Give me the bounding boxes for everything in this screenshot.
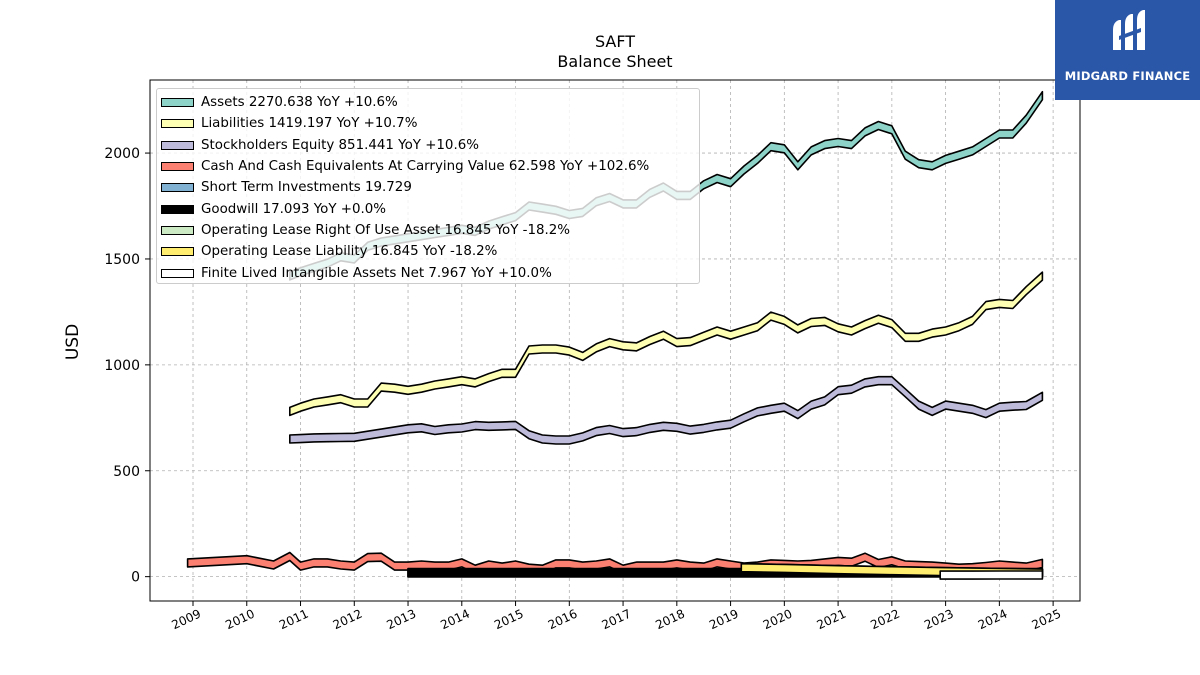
x-tick-label: 2010	[223, 607, 257, 633]
legend-item: Stockholders Equity 851.441 YoY +10.6%	[161, 135, 699, 156]
x-tick-label: 2019	[707, 607, 741, 633]
legend-swatch	[161, 162, 194, 172]
x-tick-label: 2015	[492, 607, 526, 633]
x-tick-label: 2025	[1030, 607, 1064, 633]
chart-title: SAFT	[594, 32, 636, 51]
legend-label: Stockholders Equity 851.441 YoY +10.6%	[201, 137, 479, 153]
legend: Assets 2270.638 YoY +10.6% Liabilities 14…	[156, 88, 700, 284]
legend-label: Liabilities 1419.197 YoY +10.7%	[201, 116, 418, 132]
series-band-stockholders-equity	[288, 375, 1044, 445]
x-tick-label: 2024	[976, 607, 1010, 633]
plot-frame	[149, 79, 1081, 602]
x-tick-label: 2022	[868, 607, 902, 633]
legend-label: Cash And Cash Equivalents At Carrying Va…	[201, 159, 650, 175]
chart-subtitle: Balance Sheet	[557, 52, 673, 71]
series-band-finite-lived-intangible-assets-net	[939, 570, 1044, 580]
x-tick-label: 2014	[438, 607, 472, 633]
legend-item: Goodwill 17.093 YoY +0.0%	[161, 198, 699, 219]
legend-swatch	[161, 204, 194, 214]
legend-item: Liabilities 1419.197 YoY +10.7%	[161, 113, 699, 134]
y-tick-label: 1500	[104, 252, 140, 268]
y-tick-label: 2000	[104, 146, 140, 162]
x-tick-label: 2013	[385, 607, 419, 633]
x-tick-label: 2011	[277, 607, 311, 633]
legend-label: Finite Lived Intangible Assets Net 7.967…	[201, 265, 552, 281]
y-tick-label: 500	[113, 464, 140, 480]
legend-item: Cash And Cash Equivalents At Carrying Va…	[161, 156, 699, 177]
x-tick-label: 2017	[600, 607, 634, 633]
legend-item: Finite Lived Intangible Assets Net 7.967…	[161, 262, 699, 283]
brand-name: MIDGARD FINANCE	[1064, 69, 1191, 83]
y-axis-label: USD	[63, 324, 83, 360]
legend-swatch	[161, 140, 194, 150]
legend-swatch	[161, 183, 194, 193]
legend-item: Operating Lease Liability 16.845 YoY -18…	[161, 241, 699, 262]
legend-label: Short Term Investments 19.729	[201, 180, 412, 196]
legend-label: Assets 2270.638 YoY +10.6%	[201, 95, 398, 111]
x-tick-label: 2021	[815, 607, 849, 633]
y-tick-label: 0	[131, 570, 140, 586]
y-tick-label: 1000	[104, 358, 140, 374]
legend-swatch	[161, 268, 194, 278]
x-tick-label: 2016	[546, 607, 580, 633]
legend-item: Assets 2270.638 YoY +10.6%	[161, 92, 699, 113]
brand-logo: MIDGARD FINANCE	[1055, 0, 1200, 100]
legend-item: Short Term Investments 19.729	[161, 177, 699, 198]
legend-swatch	[161, 225, 194, 235]
x-tick-label: 2018	[653, 607, 687, 633]
midgard-logo-icon	[1113, 10, 1145, 50]
legend-swatch	[161, 98, 194, 108]
legend-label: Operating Lease Liability 16.845 YoY -18…	[201, 244, 498, 260]
series-band-liabilities	[288, 271, 1044, 417]
legend-item: Operating Lease Right Of Use Asset 16.84…	[161, 220, 699, 241]
x-tick-label: 2020	[761, 607, 795, 633]
legend-label: Goodwill 17.093 YoY +0.0%	[201, 201, 387, 217]
x-tick-label: 2023	[922, 607, 956, 633]
x-tick-label: 2009	[170, 607, 204, 633]
legend-label: Operating Lease Right Of Use Asset 16.84…	[201, 222, 571, 238]
legend-swatch	[161, 119, 194, 129]
x-tick-label: 2012	[331, 607, 365, 633]
legend-swatch	[161, 247, 194, 257]
